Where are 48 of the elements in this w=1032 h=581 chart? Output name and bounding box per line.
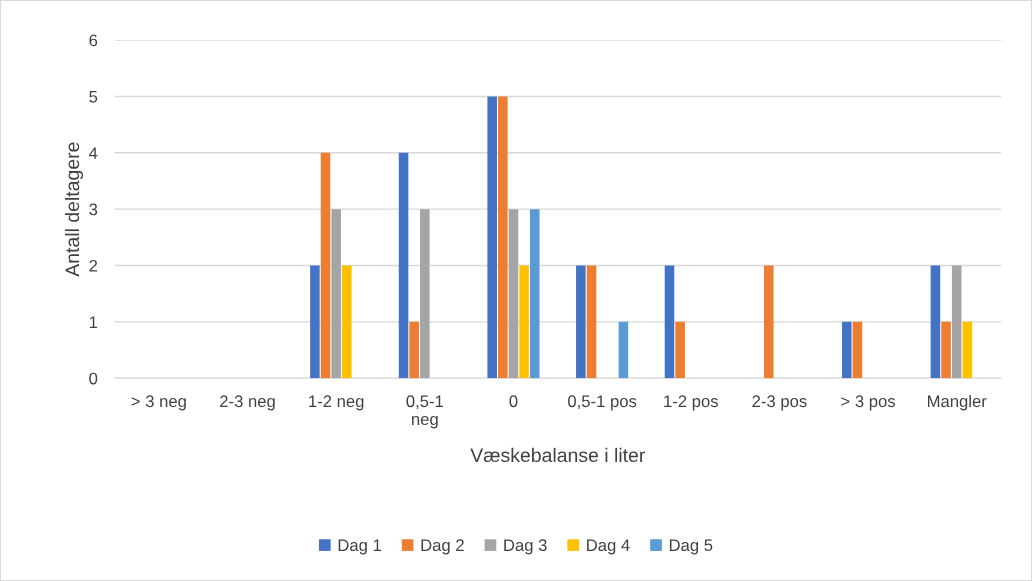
x-tick-label: 0,5-1 pos xyxy=(568,395,637,411)
bar xyxy=(529,209,540,379)
legend-label: Dag 5 xyxy=(669,539,713,555)
y-tick-label: 1 xyxy=(89,316,98,328)
legend-label: Dag 4 xyxy=(587,539,630,555)
x-tick-label: > 3 neg xyxy=(131,395,186,411)
y-tick-label: 5 xyxy=(89,91,98,103)
bar xyxy=(420,209,430,379)
x-tick-label: 0,5-1 neg xyxy=(406,395,444,429)
legend-label: Dag 3 xyxy=(504,539,547,555)
bar xyxy=(586,265,597,379)
bar xyxy=(331,209,341,379)
x-tick-label: 0 xyxy=(509,395,518,408)
bar xyxy=(664,265,675,379)
bar xyxy=(852,321,863,379)
x-axis-title: Væskebalanse i liter xyxy=(470,447,646,463)
x-tick-label: 1-2 pos xyxy=(664,395,718,411)
bar xyxy=(487,96,497,379)
legend-label: Dag 1 xyxy=(338,539,381,555)
y-tick-label: 3 xyxy=(89,203,98,216)
legend-label: Dag 2 xyxy=(421,539,464,555)
bar xyxy=(409,321,419,379)
bar xyxy=(951,265,962,379)
bar xyxy=(675,321,685,379)
bar xyxy=(498,96,508,379)
x-tick-label: 2-3 pos xyxy=(752,395,807,411)
x-tick-label: 1-2 neg xyxy=(309,395,364,411)
bar xyxy=(398,152,409,379)
bar xyxy=(962,321,973,379)
bar xyxy=(310,265,320,379)
bar xyxy=(930,265,941,379)
bar xyxy=(941,321,951,379)
bar xyxy=(763,265,774,379)
y-axis-title: Antall deltagere xyxy=(64,142,84,277)
y-tick-label: 2 xyxy=(89,259,98,272)
y-tick-label: 4 xyxy=(89,147,98,159)
bar xyxy=(618,321,629,379)
x-tick-label: Mangler xyxy=(927,394,987,411)
bar xyxy=(519,265,529,379)
x-tick-label: 2-3 neg xyxy=(220,395,275,411)
y-tick-label: 0 xyxy=(89,372,98,385)
bar xyxy=(842,321,852,379)
y-tick-label: 6 xyxy=(89,34,98,47)
bar xyxy=(576,265,586,379)
x-tick-label: > 3 pos xyxy=(841,395,896,411)
bar xyxy=(508,209,519,379)
bar xyxy=(342,265,352,379)
bar xyxy=(320,152,331,379)
